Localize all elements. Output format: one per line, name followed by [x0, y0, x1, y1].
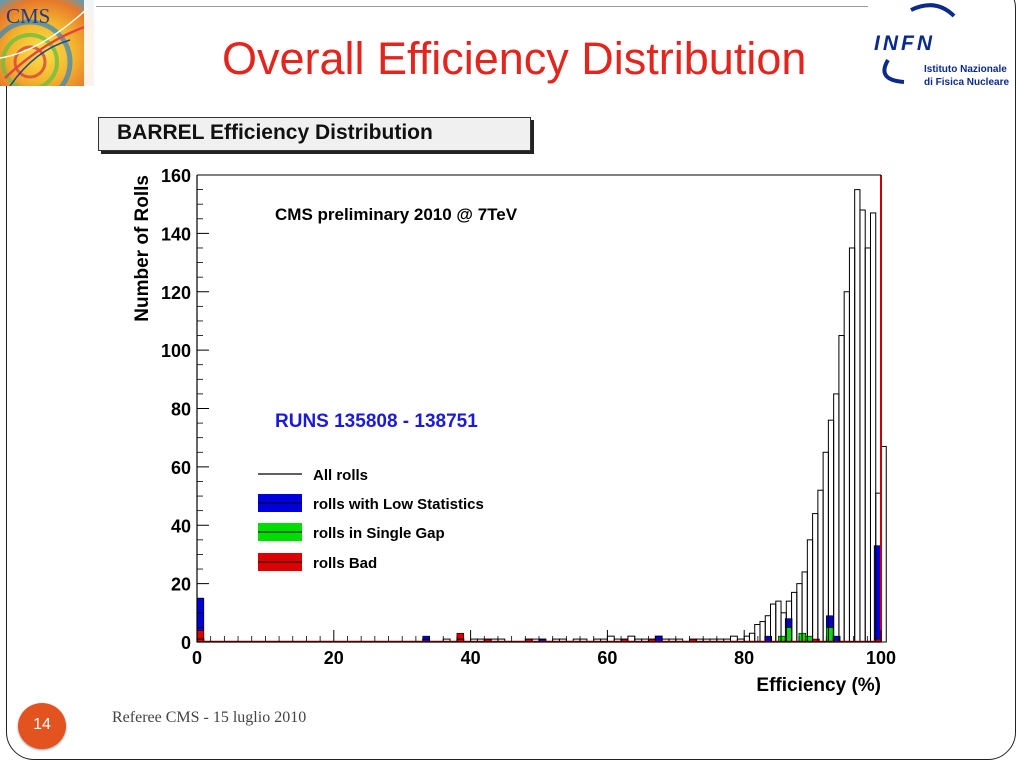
chart-section-label: BARREL Efficiency Distribution [98, 117, 531, 151]
x-tick-label: 80 [734, 648, 754, 668]
page-number-badge: 14 [18, 703, 66, 749]
histogram-bar [873, 545, 882, 640]
infn-logo-text: INFN [874, 32, 935, 55]
page-number: 14 [33, 716, 51, 733]
histogram-bar [196, 630, 205, 643]
x-tick-label: 40 [461, 648, 481, 668]
cms-logo-text: CMS [6, 4, 50, 28]
y-tick-label: 140 [161, 224, 191, 244]
y-tick-label: 80 [171, 400, 191, 420]
y-tick-label: 40 [171, 516, 191, 536]
title-divider [96, 6, 868, 7]
histogram-bar [825, 627, 834, 643]
y-tick-label: 160 [161, 166, 191, 186]
annotation-cms-preliminary: CMS preliminary 2010 @ 7TeV [275, 205, 518, 224]
y-tick-label: 120 [161, 283, 191, 303]
x-tick-label: 60 [597, 648, 617, 668]
y-tick-label: 100 [161, 341, 191, 361]
plot-area [197, 175, 881, 642]
x-tick-label: 20 [324, 648, 344, 668]
x-tick-label: 0 [192, 648, 202, 668]
annotation-runs: RUNS 135808 - 138751 [275, 411, 478, 432]
slide-title: Overall Efficiency Distribution [222, 33, 807, 84]
legend-label: rolls Bad [313, 555, 377, 572]
cms-experiment-logo: CMS [0, 0, 94, 86]
efficiency-histogram: 0 20 40 60 80 100 120 140 160 0 20 40 60 80 100 Efficie… [132, 166, 896, 695]
histogram-bar [784, 618, 793, 628]
legend-label: rolls with Low Statistics [313, 496, 484, 513]
x-axis-title: Efficiency (%) [756, 675, 881, 695]
legend-label: rolls in Single Gap [313, 525, 445, 542]
histogram-bar [456, 632, 465, 643]
x-tick-label: 100 [866, 648, 896, 668]
legend-label: All rolls [313, 467, 368, 484]
y-tick-label: 0 [181, 633, 191, 653]
y-tick-label: 60 [171, 458, 191, 478]
y-axis-title: Number of Rolls [132, 175, 153, 322]
histogram-bar [196, 597, 205, 631]
infn-logo-line2: di Fisica Nucleare [924, 77, 1009, 88]
histogram-bar [825, 615, 834, 628]
slide-footer: Referee CMS - 15 luglio 2010 [112, 709, 307, 726]
infn-logo: INFN Istituto Nazionale di Fisica Nuclea… [874, 3, 1009, 88]
infn-logo-line1: Istituto Nazionale [924, 64, 1007, 75]
y-tick-label: 20 [171, 575, 191, 595]
